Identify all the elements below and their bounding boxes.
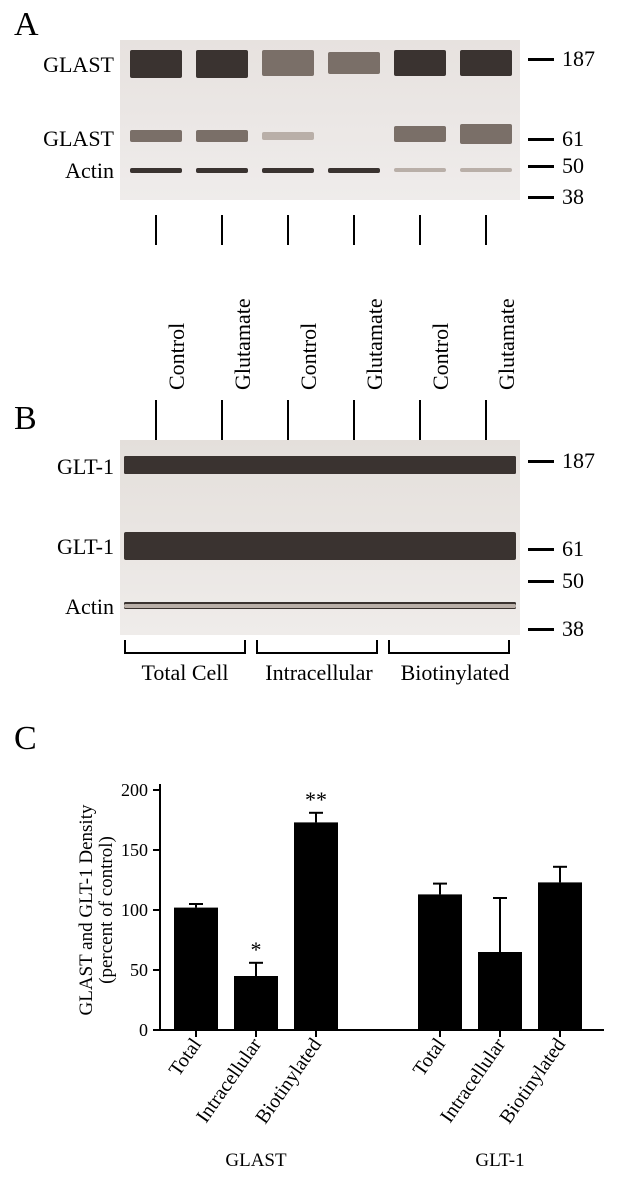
panelA-mw-61: 61 (562, 126, 584, 152)
panelB-mw-tick (528, 548, 554, 551)
lane-label: Control (296, 323, 322, 390)
svg-text:200: 200 (121, 780, 148, 800)
panelA-mw-tick (528, 165, 554, 168)
panelB-mw-tick (528, 580, 554, 583)
panelB-mw-tick (528, 628, 554, 631)
panelB-mw-187: 187 (562, 448, 595, 474)
svg-text:Total: Total (409, 1034, 451, 1080)
svg-text:*: * (251, 937, 262, 962)
fraction-label-intra: Intracellular (244, 660, 394, 686)
lane-label: Control (164, 323, 190, 390)
bracket-totalcell (124, 640, 246, 654)
svg-text:GLAST and GLT-1 Density: GLAST and GLT-1 Density (76, 804, 97, 1015)
panelA-label-glast-lower: GLAST (4, 126, 114, 152)
svg-text:50: 50 (130, 960, 148, 980)
panelB-mw-tick (528, 460, 554, 463)
svg-text:Total: Total (165, 1034, 207, 1080)
panelB-label-glt1-upper: GLT-1 (4, 454, 114, 480)
panelB-mw-61: 61 (562, 536, 584, 562)
svg-text:(percent of control): (percent of control) (96, 836, 117, 984)
svg-text:GLAST: GLAST (225, 1150, 287, 1171)
svg-text:0: 0 (139, 1020, 148, 1040)
lane-label: Glutamate (230, 298, 256, 390)
lane-labels: Control Glutamate Control Glutamate Cont… (120, 215, 520, 430)
panelB-label-glt1-lower: GLT-1 (4, 534, 114, 560)
panelC-chart: 0 50 100 150 200 GLAST and GLT-1 Density(perc… (50, 770, 630, 1190)
svg-text:GLT-1: GLT-1 (475, 1150, 524, 1171)
panelA-mw-tick (528, 196, 554, 199)
panel-letter-a: A (14, 6, 39, 44)
panelA-label-actin: Actin (4, 158, 114, 184)
svg-text:150: 150 (121, 840, 148, 860)
lane-label: Glutamate (362, 298, 388, 390)
panelA-mw-38: 38 (562, 184, 584, 210)
panelB-blot (120, 440, 520, 635)
fraction-label-total: Total Cell (110, 660, 260, 686)
fraction-label-biot: Biotinylated (380, 660, 530, 686)
panelA-mw-187: 187 (562, 46, 595, 72)
panelA-mw-50: 50 (562, 153, 584, 179)
panelA-mw-tick (528, 58, 554, 61)
bracket-intracellular (256, 640, 378, 654)
panelA-mw-tick (528, 138, 554, 141)
bracket-biotinylated (388, 640, 510, 654)
panelB-mw-38: 38 (562, 616, 584, 642)
panelB-label-actin: Actin (4, 594, 114, 620)
lane-label: Control (428, 323, 454, 390)
svg-text:100: 100 (121, 900, 148, 920)
panel-letter-b: B (14, 400, 37, 438)
panelA-blot (120, 40, 520, 200)
panelB-mw-50: 50 (562, 568, 584, 594)
panel-letter-c: C (14, 720, 37, 758)
panelA-label-glast-upper: GLAST (4, 52, 114, 78)
lane-label: Glutamate (494, 298, 520, 390)
svg-text:**: ** (305, 787, 327, 812)
